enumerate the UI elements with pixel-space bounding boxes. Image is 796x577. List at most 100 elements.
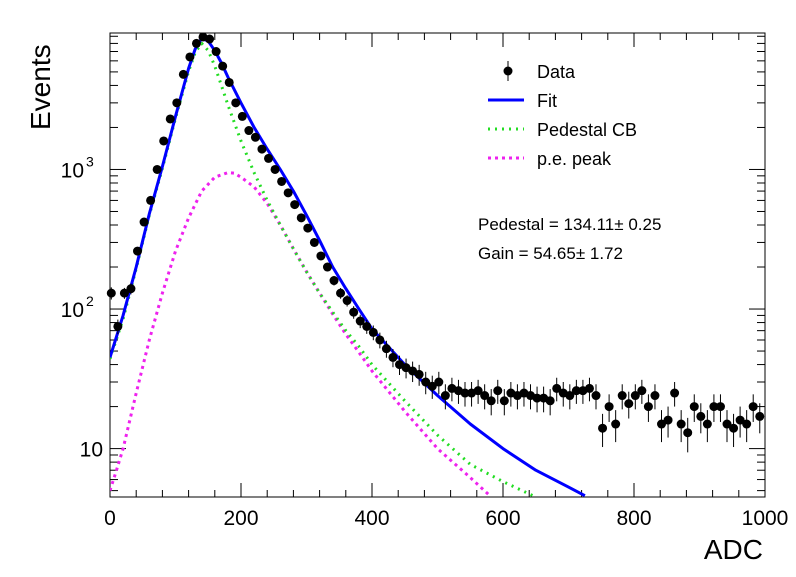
y-tick-base: 10 (61, 159, 84, 182)
data-point (133, 246, 143, 256)
data-point (388, 349, 398, 368)
data-marker (473, 386, 483, 396)
data-marker (663, 415, 673, 425)
data-point (126, 283, 136, 295)
data-marker (257, 144, 267, 154)
data-marker (264, 153, 274, 163)
data-point (172, 98, 182, 108)
data-marker (637, 386, 647, 396)
data-point (421, 371, 431, 395)
data-point (113, 319, 123, 335)
data-point (467, 382, 477, 407)
y-tick-label: 10 (80, 439, 103, 462)
data-point (191, 38, 201, 48)
data-point (178, 69, 188, 79)
data-point (257, 144, 267, 154)
data-marker (336, 288, 346, 298)
data-marker (231, 98, 241, 108)
data-point (617, 384, 627, 410)
data-marker (270, 164, 280, 174)
data-marker (421, 377, 431, 387)
data-point (512, 384, 522, 410)
legend-label: p.e. peak (537, 149, 612, 169)
data-marker (290, 200, 300, 210)
data-point (598, 413, 608, 448)
data-marker (329, 276, 339, 286)
pedestal-annotation: Pedestal = 134.11± 0.25 (478, 215, 661, 234)
data-marker (571, 386, 581, 396)
curve-p-e-peak (110, 171, 491, 497)
data-point (473, 379, 483, 404)
data-marker (119, 288, 129, 298)
data-marker (224, 77, 234, 87)
y-tick-exponent: 2 (86, 293, 94, 309)
data-marker (139, 217, 149, 227)
data-point (336, 288, 346, 299)
data-marker (349, 307, 359, 317)
data-point (165, 114, 175, 124)
plot-frame (109, 32, 766, 498)
data-marker (283, 188, 293, 198)
data-point (722, 410, 732, 443)
data-marker (178, 69, 188, 79)
data-marker (303, 223, 313, 233)
data-point (650, 384, 660, 410)
data-point (119, 287, 129, 299)
data-marker (106, 288, 116, 298)
data-marker (532, 393, 542, 403)
data-marker (172, 98, 182, 108)
curve-fit (110, 36, 586, 497)
data-marker (565, 391, 575, 401)
data-marker (460, 388, 470, 398)
data-marker (630, 391, 640, 401)
data-point (591, 384, 601, 410)
data-point (584, 377, 594, 402)
data-marker (113, 321, 123, 331)
data-point (755, 403, 765, 434)
data-point (264, 153, 274, 163)
data-marker (355, 316, 365, 326)
data-point (670, 382, 680, 407)
data-point (715, 394, 725, 422)
data-point (309, 237, 319, 247)
data-point (381, 340, 391, 358)
data-marker (493, 386, 503, 396)
data-point (702, 410, 712, 443)
data-point (283, 188, 293, 198)
data-point (270, 164, 280, 174)
data-point (375, 332, 385, 349)
data-marker (643, 402, 653, 412)
x-tick-label: 800 (616, 507, 651, 530)
data-marker (604, 402, 614, 412)
data-point (349, 306, 359, 319)
data-point (185, 52, 195, 62)
legend-label: Pedestal CB (537, 120, 637, 140)
data-point (316, 251, 326, 261)
data-point (735, 406, 745, 438)
data-marker (611, 419, 621, 429)
data-point (218, 61, 228, 71)
data-point (224, 77, 234, 87)
legend-entry: Fit (488, 91, 557, 111)
data-point (696, 403, 706, 434)
data-point (244, 126, 254, 136)
data-marker (624, 399, 634, 409)
data-marker (368, 327, 378, 337)
data-marker (414, 369, 424, 379)
data-point (434, 371, 444, 395)
data-point (237, 111, 247, 121)
data-marker (617, 391, 627, 401)
data-point (368, 325, 378, 341)
legend-marker (503, 66, 513, 76)
data-point (159, 136, 169, 146)
data-point (637, 379, 647, 404)
data-point (545, 389, 555, 416)
data-point (729, 413, 739, 448)
data-point (709, 394, 719, 422)
data-point (322, 262, 332, 272)
data-point (211, 47, 221, 57)
data-marker (545, 396, 555, 406)
legend-label: Data (537, 62, 576, 82)
